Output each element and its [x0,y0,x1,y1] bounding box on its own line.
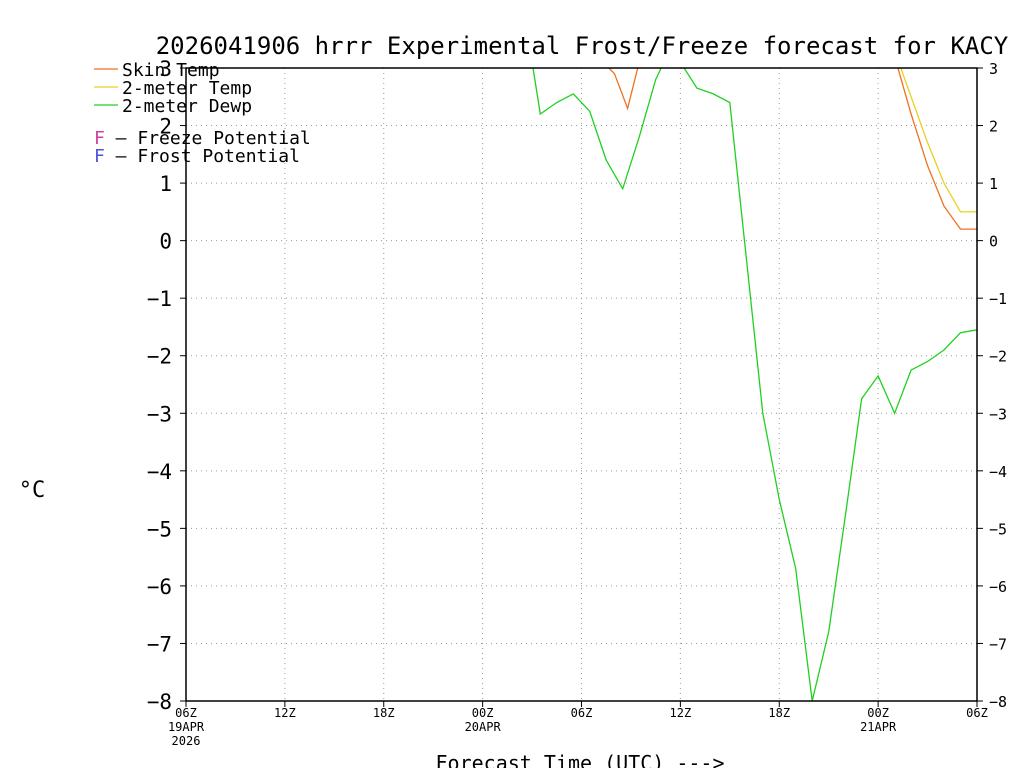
y-tick-label-left: 0 [159,230,172,254]
y-tick-label-left: −5 [147,517,172,541]
legend-potential: F — Frost Potential [94,146,300,167]
plot-frame [185,67,978,702]
legend-label: Skin Temp [122,60,220,81]
x-tick-label: 18Z [373,706,395,720]
series-lines [532,68,977,701]
x-tick-label: 00Z [472,706,494,720]
x-tick-sublabel: 20APR [465,720,502,734]
x-tick-sublabel: 19APR [168,720,205,734]
y-tick-label-left: −7 [147,632,172,656]
x-axis-label: Forecast Time (UTC) ---> [436,751,725,768]
legend-label: 2-meter Dewp [122,96,252,117]
y-tick-label-right: 1 [989,175,998,193]
potential-text: — Freeze Potential [105,128,311,149]
x-tick-label: 06Z [571,706,593,720]
x-tick-label: 06Z [966,706,988,720]
potential-symbol: F [94,146,105,167]
y-tick-label-right: −4 [989,463,1007,481]
series-line-2-meter-temp [900,68,977,213]
axis-ticks: 3 3 2 2 1 1 0 0 −1 −1 −2 −2 −3 −3 −4 −4 −5 −5 −6 −6 −7 −7 −8 −8… [147,57,1007,748]
y-tick-label-left: −3 [147,402,172,426]
x-tick-sublabel: 2026 [172,734,201,748]
potential-text: — Frost Potential [105,146,300,167]
legend-label: 2-meter Temp [122,78,252,99]
y-tick-label-right: 2 [989,118,998,136]
y-tick-label-left: −2 [147,345,172,369]
y-tick-label-right: 0 [989,233,998,251]
y-tick-label-left: 1 [159,172,172,196]
y-tick-label-left: −8 [147,690,172,714]
potential-symbol: F [94,128,105,149]
y-tick-label-left: −6 [147,575,172,599]
y-tick-label-right: −5 [989,520,1007,538]
y-tick-label-left: −1 [147,287,172,311]
x-tick-label: 12Z [274,706,296,720]
x-tick-label: 00Z [867,706,889,720]
series-line-2-meter-dewp [532,68,977,701]
y-tick-label-right: −8 [989,693,1007,711]
y-tick-label-right: 3 [989,60,998,78]
x-tick-sublabel: 21APR [860,720,897,734]
y-tick-label-left: 3 [159,57,172,81]
y-tick-label-right: −2 [989,348,1007,366]
y-tick-label-right: −1 [989,290,1007,308]
y-tick-label-right: −3 [989,405,1007,423]
grid [185,67,978,702]
legend-potential: F — Freeze Potential [94,128,311,149]
chart-title: 2026041906 hrrr Experimental Frost/Freez… [156,32,1009,60]
y-tick-label-left: −4 [147,460,172,484]
x-tick-label: 12Z [670,706,692,720]
y-tick-label-left: 2 [159,115,172,139]
y-axis-label: °C [19,478,46,503]
y-tick-label-right: −6 [989,578,1007,596]
x-tick-label: 06Z [175,706,197,720]
series-line-skin-temp [608,68,977,230]
x-tick-label: 18Z [768,706,790,720]
y-tick-label-right: −7 [989,635,1007,653]
